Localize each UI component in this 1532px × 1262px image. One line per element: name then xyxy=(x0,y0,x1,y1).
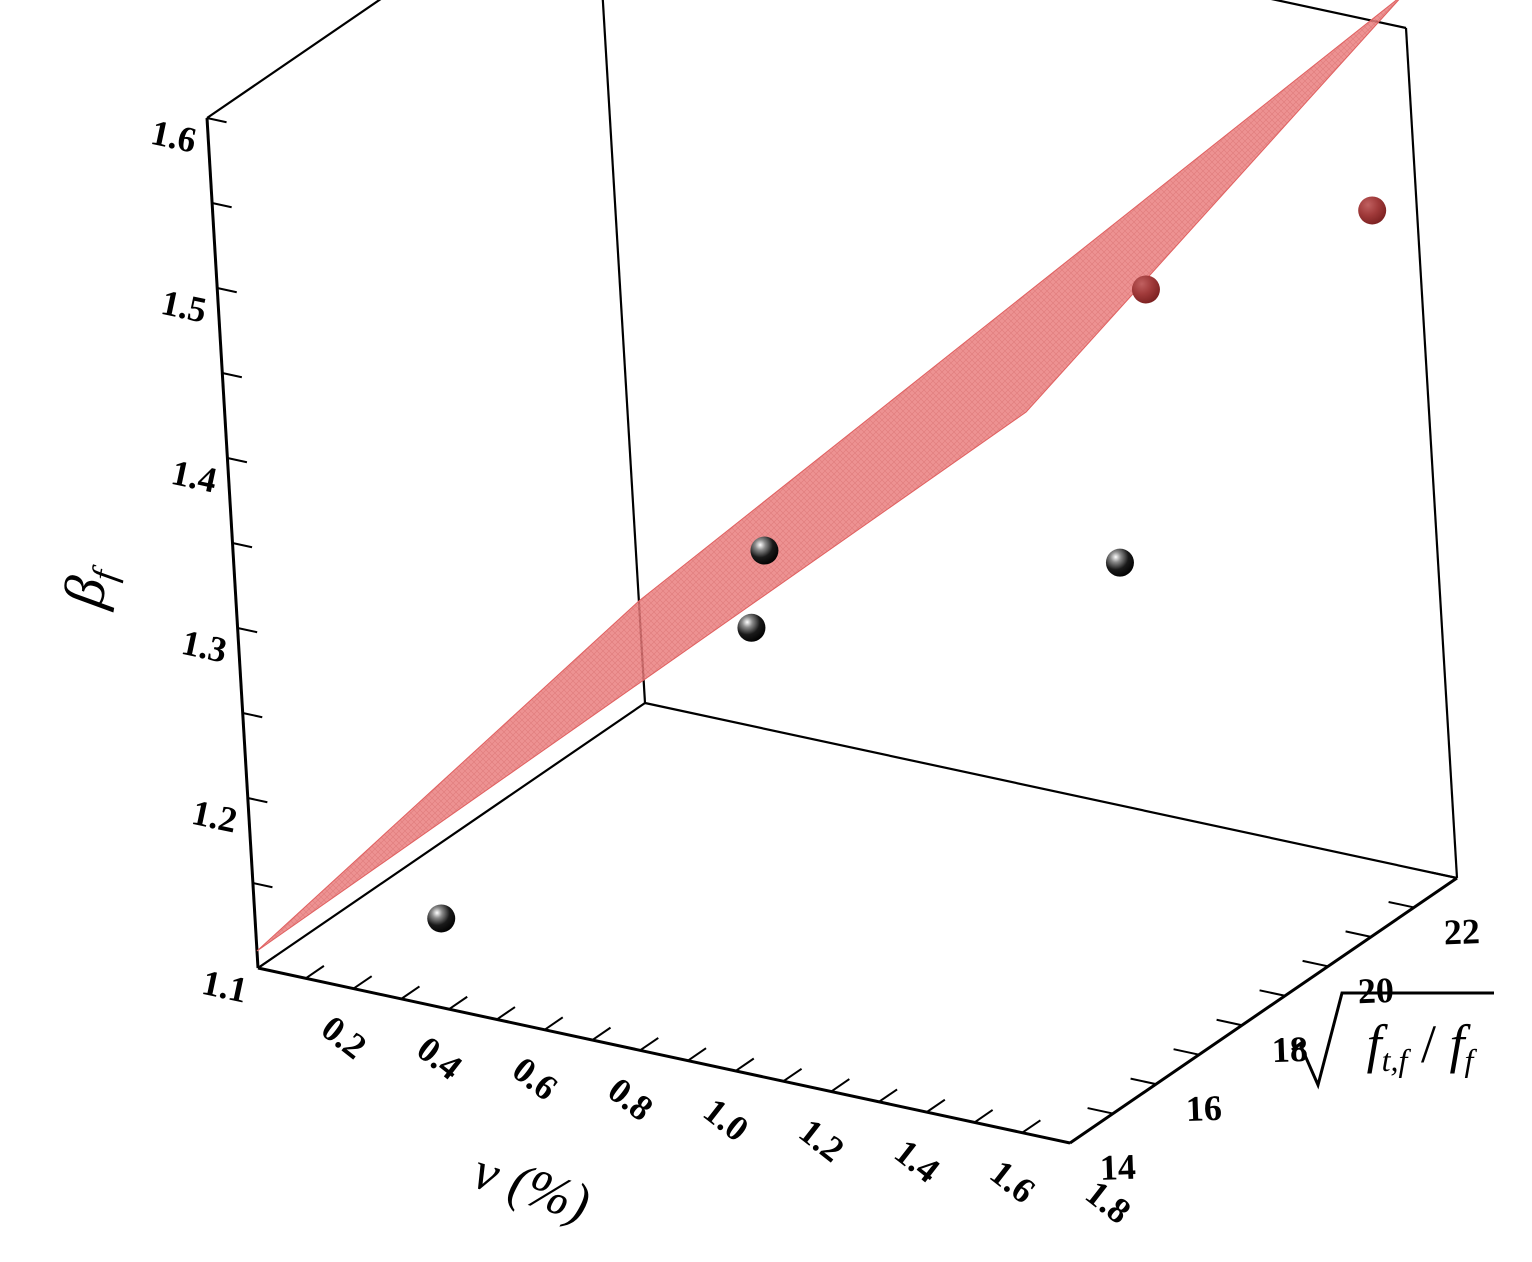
y-tick xyxy=(1388,900,1415,909)
z-tick-label: 1.6 xyxy=(148,112,200,160)
x-tick xyxy=(926,1098,946,1113)
z-tick xyxy=(232,542,253,549)
z-tick-label: 1.5 xyxy=(158,282,210,330)
x-tick xyxy=(735,1057,755,1072)
x-tick xyxy=(544,1016,564,1031)
x-tick xyxy=(400,985,421,1000)
y-tick xyxy=(1259,989,1286,997)
data-point xyxy=(750,536,779,565)
z-tick-label: 1.3 xyxy=(178,622,230,670)
x-tick-label: 0.6 xyxy=(505,1049,565,1108)
y-tick xyxy=(1173,1048,1200,1056)
tick-labels: 0.2 0.4 0.6 0.8 1.0 1.2 1.4 1.6 1.814161820221.1… xyxy=(148,112,1481,1232)
x-tick xyxy=(687,1047,707,1062)
box-edge-back-vertical xyxy=(601,0,647,704)
z-tick xyxy=(206,117,227,124)
box-edge-floor-back xyxy=(644,701,1458,880)
y-tick xyxy=(1431,871,1458,879)
y-tick xyxy=(1302,959,1329,968)
x-tick xyxy=(305,965,325,980)
box-edge-floor-left xyxy=(257,702,646,969)
z-tick-label: 1.1 xyxy=(199,962,251,1010)
z-tick xyxy=(222,372,243,379)
x-tick xyxy=(257,954,277,969)
x-tick-label: 0.8 xyxy=(601,1070,661,1129)
axis-titles: βf ν (%) ft,f / ff xyxy=(50,557,1494,1234)
data-point xyxy=(1358,196,1387,225)
z-tick xyxy=(216,287,237,294)
y-tick xyxy=(1044,1136,1071,1144)
y-tick-label: 22 xyxy=(1443,911,1480,952)
z-tick xyxy=(252,882,273,889)
x-tick xyxy=(973,1109,994,1124)
y-tick xyxy=(1345,930,1372,938)
plot-box xyxy=(205,0,1459,1145)
y-tick xyxy=(1130,1077,1157,1086)
z-tick xyxy=(237,627,258,634)
x-tick-label: 0.4 xyxy=(410,1028,470,1087)
x-tick-label: 1.2 xyxy=(792,1111,852,1170)
z-tick xyxy=(242,712,263,719)
x-tick xyxy=(878,1088,898,1103)
x-tick-label: 0.2 xyxy=(314,1008,374,1067)
x-tick xyxy=(591,1026,612,1041)
data-point xyxy=(737,613,766,642)
x-tick xyxy=(639,1037,659,1052)
box-edge-top-back xyxy=(1270,0,1407,30)
box-edge-right-vertical xyxy=(1404,27,1459,879)
z-tick xyxy=(227,457,248,464)
x-tick xyxy=(830,1078,850,1093)
x-tick-label: 1.4 xyxy=(887,1131,947,1190)
surface-plane xyxy=(256,0,1400,952)
z-tick-label: 1.2 xyxy=(188,792,240,840)
data-point xyxy=(1131,275,1160,304)
x-tick xyxy=(352,975,373,990)
x-tick xyxy=(1069,1129,1089,1144)
z-tick-label: 1.4 xyxy=(168,452,220,500)
y-tick-label: 20 xyxy=(1357,970,1394,1011)
data-point xyxy=(427,904,456,933)
x-axis-line xyxy=(257,966,1071,1145)
z-axis-title: βf xyxy=(50,557,126,613)
z-tick xyxy=(247,797,268,804)
y-axis-title-text: ft,f / ff xyxy=(1367,1014,1478,1078)
x-tick xyxy=(1021,1119,1041,1134)
x-tick xyxy=(782,1067,803,1083)
radical-sign xyxy=(1291,991,1494,1090)
x-tick-label: 1.6 xyxy=(983,1152,1043,1211)
x-tick-label: 1.0 xyxy=(696,1090,756,1149)
data-point xyxy=(1105,548,1134,577)
fitted-surface xyxy=(256,0,1400,952)
y-tick-label: 16 xyxy=(1185,1088,1222,1129)
z-tick xyxy=(211,202,232,209)
axis-ticks xyxy=(206,117,1458,1144)
y-tick xyxy=(1087,1107,1114,1115)
y-tick xyxy=(1216,1018,1243,1027)
y-axis-line xyxy=(1069,876,1458,1145)
data-points xyxy=(427,196,1387,933)
x-tick xyxy=(496,1006,516,1021)
z-tick xyxy=(257,967,278,974)
x-tick xyxy=(448,995,468,1011)
y-tick-label: 14 xyxy=(1099,1147,1136,1188)
box-edge-top-left xyxy=(206,0,382,119)
x-axis-title: ν (%) xyxy=(466,1140,597,1234)
